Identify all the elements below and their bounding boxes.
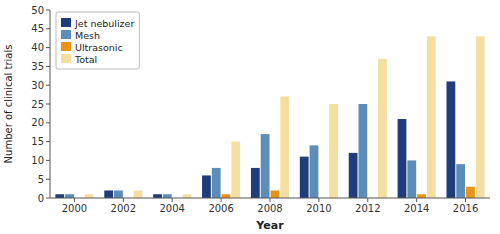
y-tick-label: 45 [31, 23, 44, 34]
y-tick-label: 35 [31, 61, 44, 72]
x-tick [416, 198, 417, 202]
y-tick-label: 0 [38, 193, 44, 204]
bar [329, 104, 338, 198]
bar [261, 134, 270, 198]
y-tick [46, 104, 50, 105]
x-tick-label: 2016 [453, 203, 478, 214]
bar [398, 119, 407, 198]
bar [378, 59, 387, 198]
x-tick-label: 2014 [404, 203, 429, 214]
legend-label: Ultrasonic [75, 42, 123, 53]
y-tick-label: 50 [31, 5, 44, 16]
legend-label: Jet nebulizer [74, 18, 134, 29]
x-tick-label: 2012 [355, 203, 380, 214]
legend-swatch [61, 54, 71, 63]
y-tick [46, 122, 50, 123]
bar [407, 160, 416, 198]
bar [417, 194, 426, 198]
y-tick-label: 10 [31, 155, 44, 166]
legend-swatch [61, 18, 71, 27]
x-tick-label: 2004 [159, 203, 184, 214]
x-tick [270, 198, 271, 202]
y-tick [46, 141, 50, 142]
bar [466, 187, 475, 198]
bar [134, 190, 143, 198]
y-axis-label: Number of clinical trials [3, 45, 14, 164]
y-tick [46, 47, 50, 48]
bar [202, 175, 211, 198]
x-axis-label: Year [255, 219, 284, 232]
bar [271, 190, 280, 198]
x-tick [465, 198, 466, 202]
x-tick [221, 198, 222, 202]
legend-swatch [61, 42, 71, 51]
y-tick [46, 160, 50, 161]
legend: Jet nebulizerMeshUltrasonicTotal [56, 12, 139, 69]
bar [300, 157, 309, 198]
legend-frame [56, 12, 139, 69]
bar [280, 96, 289, 198]
bar [251, 168, 260, 198]
y-tick-label: 15 [31, 136, 44, 147]
bar [55, 194, 64, 198]
bar [114, 190, 123, 198]
y-tick [46, 28, 50, 29]
x-tick-label: 2010 [306, 203, 331, 214]
y-tick [46, 66, 50, 67]
y-tick [46, 198, 50, 199]
bar [456, 164, 465, 198]
y-tick-label: 30 [31, 80, 44, 91]
y-tick-label: 20 [31, 117, 44, 128]
y-tick [46, 179, 50, 180]
x-tick [74, 198, 75, 202]
x-tick [318, 198, 319, 202]
bar [212, 168, 221, 198]
y-tick [46, 85, 50, 86]
x-tick [172, 198, 173, 202]
bar [310, 145, 319, 198]
x-tick-label: 2000 [62, 203, 87, 214]
bar [65, 194, 74, 198]
bar [163, 194, 172, 198]
bar [153, 194, 162, 198]
bar [85, 194, 94, 198]
bar [476, 36, 485, 198]
legend-swatch [61, 30, 71, 39]
bar [231, 142, 240, 198]
bar [349, 153, 358, 198]
legend-label: Total [74, 54, 97, 65]
x-tick-label: 2006 [208, 203, 233, 214]
chart: 0 5 10 15 20 25 30 35 40 45 50 2000 2002 2004 2006 2008… [0, 0, 500, 234]
bar [359, 104, 368, 198]
y-tick-label: 5 [38, 174, 44, 185]
x-tick-label: 2008 [257, 203, 282, 214]
bar [427, 36, 436, 198]
x-tick [367, 198, 368, 202]
x-tick-label: 2002 [111, 203, 136, 214]
bar [104, 190, 113, 198]
bar [183, 194, 192, 198]
x-tick [123, 198, 124, 202]
y-tick-label: 40 [31, 42, 44, 53]
bar [447, 81, 456, 198]
y-tick [46, 10, 50, 11]
legend-label: Mesh [75, 30, 100, 41]
y-tick-label: 25 [31, 99, 44, 110]
bar [222, 194, 231, 198]
